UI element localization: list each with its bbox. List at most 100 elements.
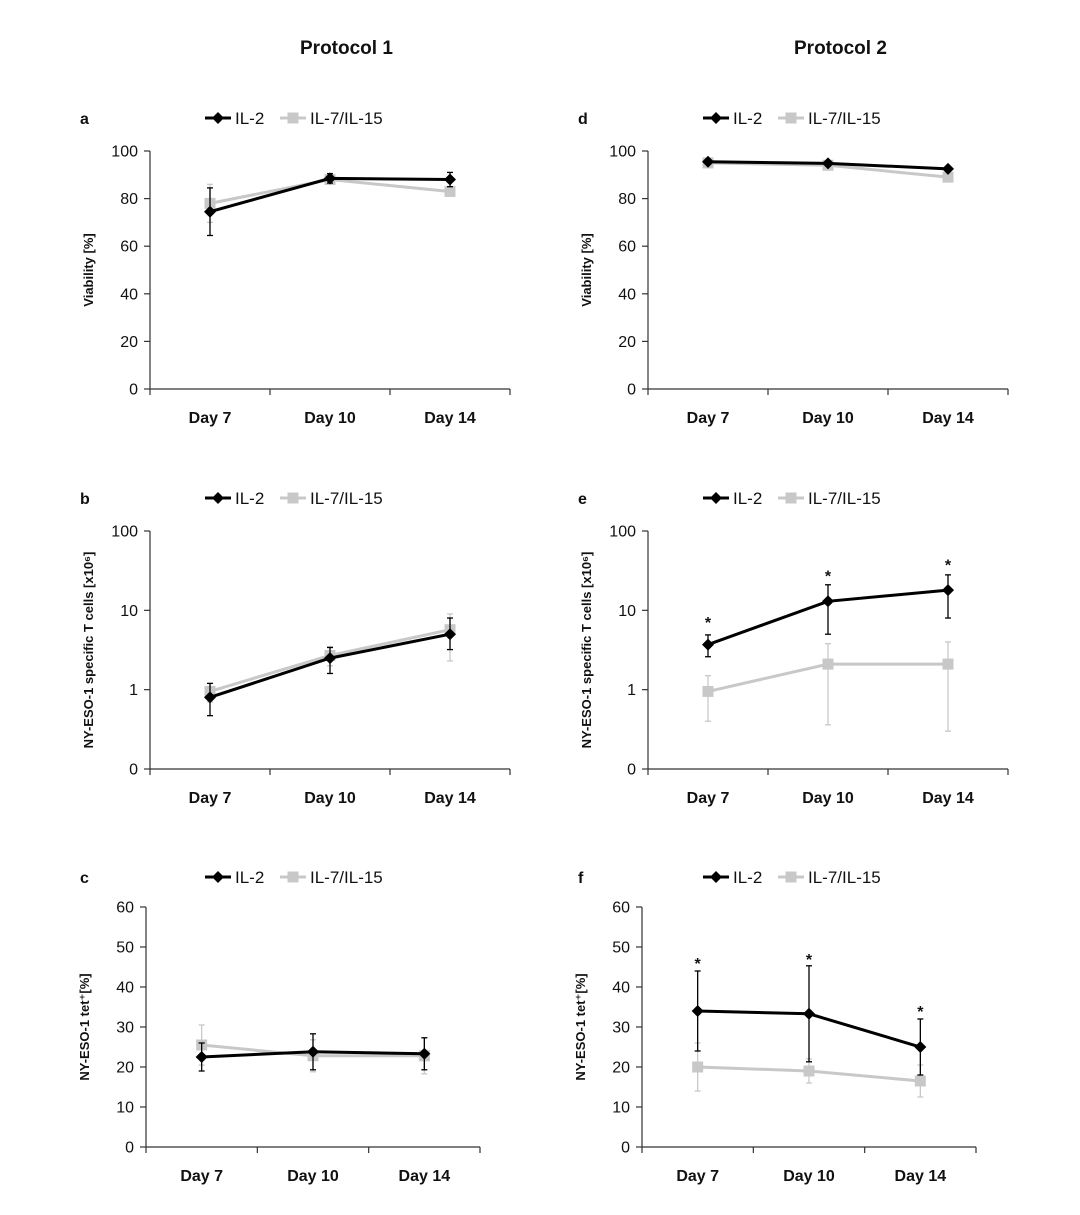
- y-tick-label: 0: [125, 1140, 134, 1157]
- data-point: [914, 1041, 927, 1053]
- legend-marker: [287, 112, 299, 124]
- legend-marker: [785, 871, 797, 883]
- panel-label: b: [80, 491, 90, 508]
- legend-label: IL-7/IL-15: [310, 109, 383, 128]
- data-point: [942, 171, 954, 183]
- significance-star: *: [917, 1004, 924, 1021]
- panel-label: f: [578, 870, 584, 887]
- data-point: [691, 1005, 704, 1017]
- data-point: [803, 1065, 815, 1077]
- data-point: [204, 691, 216, 704]
- x-tick-label: Day 7: [676, 1168, 719, 1185]
- series-il-2: [702, 574, 954, 658]
- x-tick-label: Day 14: [922, 790, 974, 807]
- x-tick-label: Day 7: [189, 410, 232, 427]
- x-tick-label: Day 7: [180, 1168, 223, 1185]
- legend-label: IL-2: [733, 109, 762, 128]
- data-point: [822, 595, 834, 608]
- data-point: [822, 157, 834, 170]
- column-title-protocol-2: Protocol 2: [794, 38, 887, 59]
- y-tick-label: 20: [120, 334, 138, 351]
- x-tick-label: Day 14: [424, 790, 476, 807]
- legend-marker: [785, 112, 797, 124]
- column-title-protocol-1: Protocol 1: [300, 38, 393, 59]
- x-tick-label: Day 10: [304, 790, 356, 807]
- data-point: [444, 173, 456, 186]
- y-tick-label: 40: [618, 286, 636, 303]
- legend-label: IL-2: [733, 868, 762, 887]
- legend-marker: [710, 112, 722, 124]
- y-tick-label: 60: [618, 239, 636, 256]
- x-tick-label: Day 14: [895, 1168, 947, 1185]
- legend-label: IL-2: [235, 868, 264, 887]
- chart-panel-b: b IL-2 IL-7/IL-15 0 1 10 100 Day 7 Day 10 Day 14 N…: [80, 489, 511, 807]
- y-tick-label: 0: [129, 382, 138, 399]
- y-tick-label: 0: [129, 762, 138, 779]
- series-il-2: [195, 1033, 431, 1072]
- y-tick-label: 60: [116, 900, 134, 917]
- chart-panel-a: a IL-2 IL-7/IL-15 0 20 40 60 80 100 Day 7 Day 10 Da…: [80, 109, 511, 427]
- data-point: [702, 155, 714, 168]
- y-tick-label: 1: [129, 682, 138, 699]
- y-tick-label: 20: [116, 1060, 134, 1077]
- y-tick-label: 30: [116, 1020, 134, 1037]
- significance-star: *: [806, 952, 813, 969]
- legend-marker: [287, 492, 299, 504]
- chart-panel-f: f IL-2 IL-7/IL-15 0 10 20 30 40 50 60 Day 7 Day 10 D…: [573, 868, 977, 1185]
- panel-label: a: [80, 111, 89, 128]
- y-tick-label: 30: [612, 1020, 630, 1037]
- chart-panel-c: c IL-2 IL-7/IL-15 0 10 20 30 40 50 60 Day 7 Day 10 D…: [77, 868, 481, 1185]
- data-point: [942, 162, 954, 175]
- data-point: [942, 658, 954, 670]
- significance-star: *: [695, 956, 702, 973]
- y-tick-label: 60: [612, 900, 630, 917]
- significance-star: *: [825, 569, 832, 586]
- data-point: [803, 1007, 815, 1020]
- data-point: [822, 658, 834, 670]
- y-axis-label: NY-ESO-1 tet⁺[%]: [573, 973, 588, 1080]
- legend-marker: [212, 871, 224, 883]
- legend-label: IL-2: [235, 109, 264, 128]
- x-tick-label: Day 10: [287, 1168, 339, 1185]
- data-point: [418, 1047, 431, 1060]
- legend-label: IL-2: [235, 489, 264, 508]
- series-il-2: [204, 617, 456, 717]
- y-tick-label: 100: [111, 524, 138, 541]
- legend-label: IL-7/IL-15: [808, 868, 881, 887]
- legend-label: IL-7/IL-15: [310, 868, 383, 887]
- panel-label: e: [578, 491, 587, 508]
- y-tick-label: 80: [618, 191, 636, 208]
- y-tick-label: 40: [612, 980, 630, 997]
- x-tick-label: Day 10: [304, 410, 356, 427]
- x-tick-label: Day 10: [802, 410, 854, 427]
- series-il-7-il-15: [702, 641, 954, 732]
- y-tick-label: 60: [120, 239, 138, 256]
- y-tick-label: 20: [612, 1060, 630, 1077]
- y-tick-label: 10: [116, 1100, 134, 1117]
- data-point: [204, 205, 216, 218]
- legend-label: IL-7/IL-15: [808, 489, 881, 508]
- legend-marker: [212, 112, 224, 124]
- significance-star: *: [945, 558, 952, 575]
- y-tick-label: 0: [621, 1140, 630, 1157]
- data-point: [324, 172, 336, 185]
- significance-star: *: [705, 615, 712, 632]
- legend-marker: [710, 492, 722, 504]
- x-tick-label: Day 7: [687, 790, 730, 807]
- x-tick-label: Day 10: [783, 1168, 835, 1185]
- y-tick-label: 50: [116, 940, 134, 957]
- legend-marker: [287, 871, 299, 883]
- data-point: [444, 185, 456, 197]
- chart-panel-e: e IL-2 IL-7/IL-15 0 1 10 100 Day 7 Day 10 Day 14 N…: [578, 489, 1009, 807]
- legend-marker: [212, 492, 224, 504]
- y-axis-label: Viability [%]: [579, 233, 594, 306]
- y-tick-label: 10: [120, 603, 138, 620]
- series-il-2: [702, 155, 954, 175]
- legend-marker: [710, 871, 722, 883]
- y-tick-label: 0: [627, 382, 636, 399]
- y-tick-label: 100: [609, 524, 636, 541]
- chart-panel-d: d IL-2 IL-7/IL-15 0 20 40 60 80 100 Day 7 Day 10 Da…: [578, 109, 1009, 427]
- series-il-2: [691, 965, 927, 1076]
- data-point: [942, 584, 954, 597]
